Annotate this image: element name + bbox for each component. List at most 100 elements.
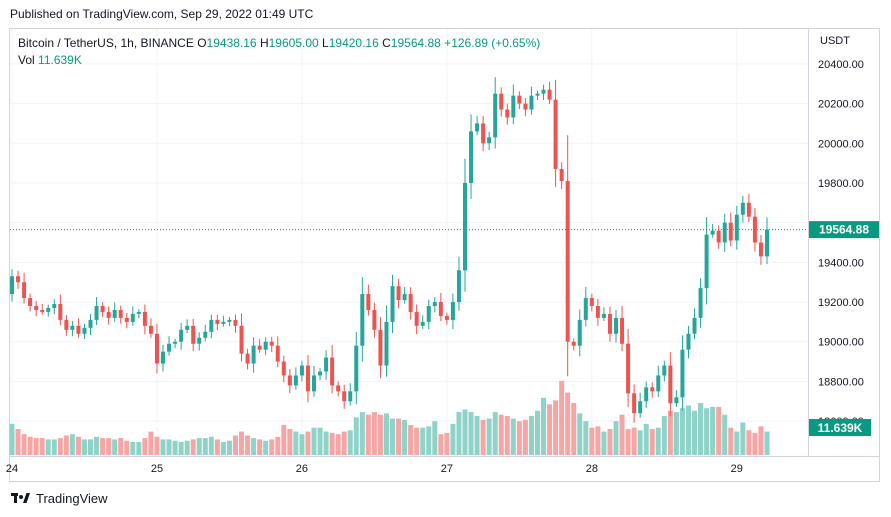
candle	[154, 323, 159, 374]
candle-body	[644, 387, 649, 402]
brand-name: TradingView	[36, 491, 108, 506]
volume-bar	[432, 421, 438, 455]
candle	[626, 328, 631, 408]
candle	[414, 304, 419, 335]
candle	[318, 368, 323, 381]
price-tick-label: 20400.00	[818, 59, 864, 71]
candle-body	[130, 313, 135, 322]
volume-bar	[202, 438, 208, 455]
candle	[227, 317, 232, 327]
candle	[541, 84, 546, 101]
candle	[686, 325, 691, 359]
candle-body	[674, 397, 679, 404]
candle-body	[82, 327, 87, 334]
candle	[215, 314, 220, 331]
candle-body	[505, 109, 510, 118]
candle-body	[106, 311, 111, 318]
candle	[100, 302, 105, 318]
volume-bar	[414, 427, 420, 455]
open-label: O	[197, 36, 207, 50]
volume-bar	[692, 410, 698, 455]
candle-body	[88, 319, 93, 328]
volume-bar	[124, 440, 130, 455]
candle	[475, 115, 480, 136]
volume-bar	[649, 429, 655, 455]
volume-bar	[643, 423, 649, 455]
candle-body	[680, 349, 685, 398]
candle	[52, 299, 57, 315]
candle	[644, 381, 649, 409]
volume-bar	[740, 422, 746, 455]
candle	[136, 309, 141, 319]
volume-bar	[69, 434, 75, 455]
chart-legend: Bitcoin / TetherUS, 1h, BINANCE O19438.1…	[18, 35, 540, 69]
candle	[64, 315, 69, 336]
candle-body	[94, 306, 99, 320]
volume-bar	[287, 429, 293, 455]
volume-bar	[601, 431, 607, 455]
volume-bar	[667, 410, 673, 455]
volume-bar	[359, 412, 365, 455]
volume-bar	[311, 427, 317, 455]
volume-bar	[353, 417, 359, 455]
volume-value: 11.639K	[38, 53, 82, 67]
candle	[348, 383, 353, 406]
legend-volume-row: Vol 11.639K	[18, 52, 540, 69]
candle	[517, 91, 522, 110]
candle	[493, 77, 498, 149]
candle	[432, 297, 437, 313]
candle-body	[686, 333, 691, 350]
volume-bar	[613, 421, 619, 455]
volume-bar	[335, 434, 341, 455]
candle	[692, 308, 697, 340]
candle-body	[740, 202, 745, 215]
volume-bar	[764, 431, 770, 455]
candle-body	[589, 298, 594, 307]
candle-body	[173, 341, 178, 344]
volume-bar	[402, 419, 408, 455]
candle-body	[342, 391, 347, 402]
candle-body	[215, 319, 220, 324]
candle	[553, 79, 558, 187]
candle	[384, 305, 389, 377]
candle	[360, 277, 365, 362]
candle-body	[710, 230, 715, 235]
candle-body	[541, 89, 546, 94]
volume-bar	[553, 400, 559, 455]
candle-body	[487, 137, 492, 144]
candle	[342, 384, 347, 409]
candle	[390, 274, 395, 333]
candle	[239, 313, 244, 362]
candle	[22, 272, 27, 304]
volume-bar	[118, 438, 124, 455]
candle	[197, 332, 202, 351]
volume-bar	[281, 425, 287, 455]
candle-body	[517, 95, 522, 104]
volume-bar	[257, 439, 263, 455]
candle-body	[390, 286, 395, 322]
candle	[444, 312, 449, 325]
candle-body	[620, 317, 625, 344]
candle-body	[16, 276, 21, 283]
volume-bar	[251, 438, 257, 455]
candle	[293, 367, 298, 390]
candle-body	[420, 321, 425, 326]
candle-body	[595, 306, 600, 318]
volume-bar	[746, 430, 752, 455]
symbol-title[interactable]: Bitcoin / TetherUS, 1h, BINANCE	[18, 36, 194, 50]
volume-bar	[57, 438, 63, 455]
candle-body	[40, 309, 45, 312]
volume-bar	[75, 436, 81, 455]
candle-body	[360, 294, 365, 346]
price-tick-label: 20200.00	[818, 99, 864, 111]
candle	[28, 293, 33, 312]
volume-bar	[172, 440, 178, 455]
low-label: L	[322, 36, 329, 50]
candle	[668, 352, 673, 417]
candle-body	[142, 311, 147, 326]
candle	[396, 278, 401, 309]
open-value: 19438.16	[206, 36, 257, 50]
candle	[698, 278, 703, 328]
volume-bar	[541, 397, 547, 455]
